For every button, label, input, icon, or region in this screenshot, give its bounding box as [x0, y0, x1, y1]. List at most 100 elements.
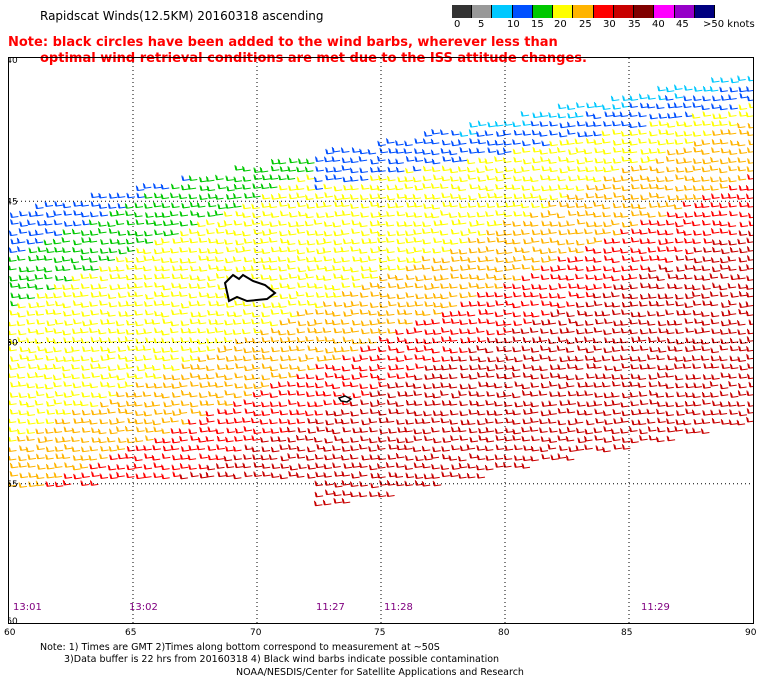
wind-barb: [207, 445, 217, 451]
wind-barb: [559, 356, 568, 363]
wind-barb: [207, 211, 216, 217]
wind-barb: [297, 320, 307, 327]
wind-barb: [61, 265, 71, 271]
wind-barb: [260, 257, 270, 263]
wind-barb: [143, 464, 153, 470]
wind-barb: [585, 245, 594, 252]
wind-barb: [629, 355, 639, 362]
wind-barb: [739, 364, 748, 371]
wind-barb: [457, 166, 467, 172]
wind-barb: [547, 444, 557, 450]
wind-barb: [630, 437, 639, 444]
wind-barb: [116, 426, 125, 432]
wind-barb: [161, 202, 171, 209]
wind-barb: [620, 374, 629, 380]
wind-barb: [557, 256, 567, 262]
wind-barb: [692, 345, 702, 351]
wind-barb: [629, 301, 639, 307]
wind-barb: [728, 184, 738, 191]
wind-barb: [566, 327, 575, 333]
wind-barb: [540, 174, 549, 181]
wind-barb: [404, 183, 413, 189]
wind-barb: [207, 275, 216, 282]
wind-barb: [316, 336, 325, 342]
wind-barb: [646, 408, 656, 415]
swath-time-label: 13:01: [13, 602, 42, 613]
wind-barb: [16, 320, 26, 327]
wind-barb: [620, 212, 629, 218]
wind-barb: [36, 293, 46, 299]
wind-barb: [738, 265, 748, 272]
wind-barb: [262, 427, 271, 434]
wind-barb: [422, 175, 432, 182]
wind-barb: [684, 302, 693, 308]
wind-barb: [701, 275, 711, 281]
wind-barb: [439, 230, 449, 236]
wind-barb: [244, 337, 254, 343]
wind-barb: [214, 337, 224, 344]
wind-barb: [727, 282, 737, 289]
wind-barb: [252, 391, 262, 398]
wind-barb: [585, 166, 594, 173]
wind-barb: [423, 338, 432, 345]
wind-barb: [359, 427, 368, 433]
wind-barb: [162, 363, 172, 370]
wind-barb: [622, 238, 631, 244]
wind-barb: [675, 338, 685, 345]
wind-barb: [701, 139, 710, 145]
wind-barb: [494, 283, 503, 289]
wind-barb: [269, 392, 278, 398]
wind-barb: [25, 446, 35, 453]
wind-barb: [467, 228, 477, 234]
wind-barb: [468, 301, 478, 307]
wind-barb: [106, 255, 116, 262]
wind-barb: [385, 310, 395, 316]
wind-barb: [448, 373, 458, 380]
wind-barb: [442, 318, 451, 324]
wind-barb: [586, 238, 595, 245]
wind-barb: [484, 347, 494, 354]
wind-barb: [387, 166, 397, 173]
wind-barb: [27, 347, 37, 354]
wind-barb: [315, 156, 324, 162]
wind-barb: [287, 166, 296, 172]
wind-barb: [467, 328, 476, 335]
wind-barb: [611, 399, 621, 406]
wind-barb: [748, 220, 753, 227]
wind-barb: [126, 219, 136, 226]
wind-barb: [585, 347, 594, 354]
wind-barb: [45, 247, 55, 254]
wind-barb: [647, 354, 656, 360]
wind-barb: [278, 246, 288, 253]
wind-barb: [242, 203, 251, 210]
wind-barb: [161, 273, 170, 279]
wind-barb: [486, 337, 496, 343]
wind-barb: [262, 174, 271, 181]
wind-barb: [233, 193, 242, 199]
wind-barb: [441, 257, 450, 264]
wind-barb: [476, 147, 485, 154]
wind-barb: [503, 292, 513, 299]
wind-barb: [205, 373, 215, 380]
wind-barb: [531, 283, 540, 290]
wind-barb: [746, 264, 753, 270]
wind-barb: [44, 347, 53, 354]
wind-barb: [728, 111, 737, 117]
wind-barb: [700, 176, 710, 182]
wind-barb: [593, 139, 603, 145]
wind-barb: [502, 157, 512, 163]
wind-barb: [458, 455, 467, 462]
wind-barb: [439, 219, 449, 226]
wind-barb: [745, 185, 753, 191]
wind-barb: [485, 273, 495, 279]
wind-barb: [242, 309, 252, 315]
wind-barb: [81, 381, 91, 387]
wind-barb: [26, 355, 35, 362]
wind-barb: [279, 427, 288, 433]
wind-barb: [316, 356, 326, 362]
wind-barb: [513, 462, 523, 468]
wind-barb: [359, 292, 369, 298]
wind-barb: [431, 463, 440, 470]
wind-barb: [583, 203, 593, 209]
wind-barb: [316, 426, 325, 432]
